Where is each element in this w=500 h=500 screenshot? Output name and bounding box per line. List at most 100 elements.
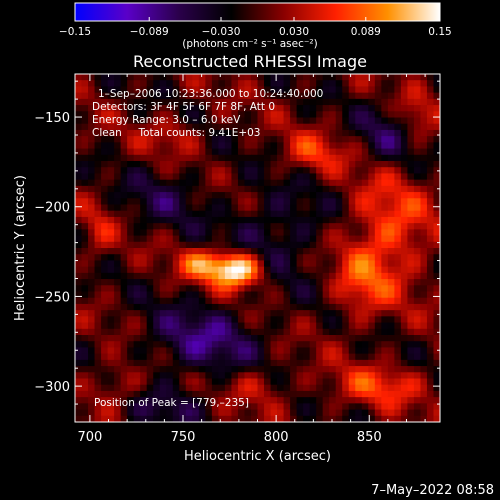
heatmap-cell: [101, 272, 108, 280]
heatmap-cell: [413, 204, 421, 212]
heatmap-cell: [231, 173, 239, 181]
heatmap-cell: [211, 415, 219, 423]
heatmap-cell: [114, 372, 122, 379]
heatmap-cell: [205, 154, 213, 162]
colorbar-tick-label: 0.030: [279, 26, 309, 38]
heatmap-cell: [342, 303, 350, 311]
heatmap-cell: [342, 241, 350, 249]
heatmap-cell: [101, 397, 108, 404]
heatmap-cell: [426, 154, 434, 162]
heatmap-cell: [290, 353, 298, 361]
heatmap-cell: [355, 366, 363, 373]
heatmap-cell: [361, 285, 369, 292]
heatmap-cell: [75, 310, 82, 317]
heatmap-cell: [159, 297, 167, 305]
heatmap-cell: [381, 254, 389, 261]
heatmap-cell: [322, 167, 330, 174]
heatmap-cell: [342, 92, 350, 100]
heatmap-cell: [433, 316, 441, 323]
heatmap-cell: [198, 266, 206, 274]
heatmap-cell: [342, 223, 350, 230]
heatmap-cell: [218, 266, 226, 274]
heatmap-cell: [88, 403, 95, 410]
heatmap-cell: [394, 359, 402, 367]
heatmap-cell: [153, 161, 161, 168]
heatmap-cell: [127, 272, 135, 280]
heatmap-cell: [257, 105, 265, 112]
heatmap-cell: [257, 98, 265, 106]
heatmap-cell: [205, 86, 213, 94]
heatmap-cell: [75, 92, 82, 100]
heatmap-cell: [146, 291, 154, 299]
heatmap-cell: [309, 285, 317, 292]
heatmap-cell: [81, 272, 89, 280]
heatmap-cell: [159, 347, 167, 355]
heatmap-cell: [146, 310, 154, 317]
heatmap-cell: [400, 353, 408, 361]
heatmap-cell: [250, 80, 258, 87]
heatmap-cell: [348, 397, 356, 404]
heatmap-cell: [107, 341, 115, 348]
heatmap-cell: [88, 235, 95, 243]
heatmap-cell: [237, 403, 245, 410]
heatmap-cell: [374, 223, 382, 230]
heatmap-cell: [224, 229, 232, 236]
heatmap-cell: [368, 148, 376, 156]
heatmap-cell: [400, 154, 408, 162]
heatmap-cell: [335, 204, 343, 212]
heatmap-cell: [355, 154, 363, 162]
heatmap-cell: [250, 328, 258, 336]
heatmap-cell: [296, 173, 304, 181]
heatmap-cell: [250, 266, 258, 274]
heatmap-cell: [146, 415, 154, 423]
heatmap-cell: [290, 279, 298, 286]
heatmap-cell: [433, 390, 441, 398]
heatmap-cell: [166, 173, 174, 181]
heatmap-cell: [205, 384, 213, 392]
heatmap-cell: [407, 136, 415, 143]
heatmap-cell: [127, 117, 135, 125]
heatmap-cell: [211, 235, 219, 243]
heatmap-cell: [159, 285, 167, 292]
heatmap-cell: [277, 359, 284, 367]
heatmap-cell: [420, 105, 428, 112]
heatmap-cell: [322, 403, 330, 410]
heatmap-cell: [244, 260, 252, 268]
heatmap-cell: [348, 117, 356, 125]
heatmap-cell: [179, 347, 187, 355]
heatmap-cell: [296, 154, 304, 162]
heatmap-cell: [303, 366, 311, 373]
heatmap-cell: [433, 403, 441, 410]
heatmap-cell: [277, 322, 284, 330]
heatmap-cell: [303, 142, 311, 149]
heatmap-cell: [140, 378, 148, 386]
heatmap-cell: [296, 285, 304, 292]
heatmap-cell: [114, 98, 122, 106]
heatmap-cell: [237, 123, 245, 131]
heatmap-cell: [224, 291, 232, 299]
heatmap-cell: [101, 173, 108, 181]
heatmap-cell: [381, 111, 389, 118]
heatmap-cell: [140, 390, 148, 398]
heatmap-cell: [309, 161, 317, 168]
heatmap-cell: [296, 192, 304, 199]
heatmap-cell: [205, 136, 213, 143]
heatmap-cell: [277, 328, 284, 336]
heatmap-cell: [433, 254, 441, 261]
heatmap-cell: [127, 154, 135, 162]
heatmap-cell: [348, 347, 356, 355]
heatmap-cell: [198, 341, 206, 348]
heatmap-cell: [264, 254, 271, 261]
heatmap-cell: [335, 359, 343, 367]
heatmap-cell: [179, 198, 187, 205]
heatmap-cell: [75, 154, 82, 162]
heatmap-cell: [374, 322, 382, 330]
heatmap-cell: [270, 378, 278, 386]
heatmap-cell: [198, 136, 206, 143]
heatmap-cell: [114, 74, 122, 81]
heatmap-cell: [107, 322, 115, 330]
heatmap-cell: [335, 303, 343, 311]
heatmap-cell: [146, 241, 154, 249]
heatmap-cell: [433, 310, 441, 317]
heatmap-cell: [133, 142, 141, 149]
